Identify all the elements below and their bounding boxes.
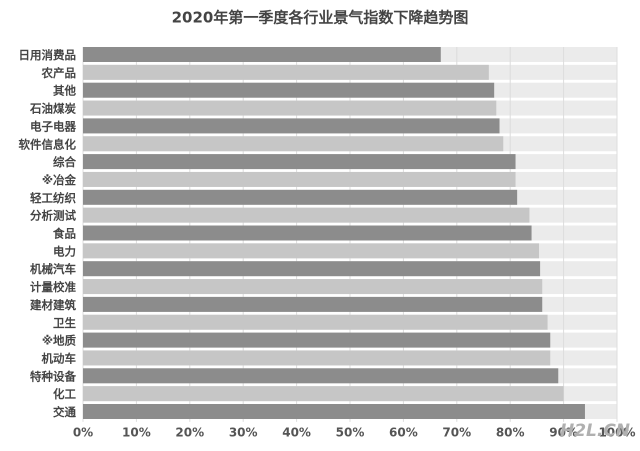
chart-title: 2020年第一季度各行业景气指数下降趋势图 [172, 9, 469, 27]
x-tick-label: 100% [598, 426, 635, 440]
y-tick-label: 分析测试 [30, 209, 76, 223]
bar [83, 368, 559, 384]
x-tick-label: 20% [175, 426, 204, 440]
bar [83, 279, 543, 295]
x-tick-label: 70% [442, 426, 471, 440]
bar [83, 332, 551, 348]
bar [83, 350, 551, 366]
bar [83, 225, 532, 241]
x-tick-label: 80% [496, 426, 525, 440]
bar [83, 82, 495, 98]
x-tick-label: 40% [282, 426, 311, 440]
y-tick-label: 轻工纺织 [30, 191, 76, 205]
bar [83, 136, 504, 152]
bar [83, 386, 564, 402]
x-tick-label: 60% [389, 426, 418, 440]
y-tick-label: ※地质 [42, 334, 77, 348]
y-tick-label: 电子电器 [30, 119, 76, 133]
x-tick-label: 30% [229, 426, 258, 440]
bar [83, 118, 500, 134]
bar [83, 189, 518, 205]
y-tick-label: ※冶金 [42, 173, 77, 187]
x-tick-label: 10% [122, 426, 151, 440]
y-tick-label: 农产品 [41, 66, 77, 80]
x-tick-label: 90% [549, 426, 578, 440]
bar [83, 404, 585, 419]
y-tick-label: 日用消费品 [19, 48, 77, 62]
x-tick-label: 50% [336, 426, 365, 440]
bar [83, 207, 530, 223]
y-tick-label: 石油煤炭 [29, 102, 76, 116]
bar [83, 314, 548, 330]
bar [83, 261, 541, 277]
y-tick-label: 建材建筑 [30, 298, 76, 312]
y-tick-label: 其他 [53, 84, 76, 98]
y-tick-label: 卫生 [53, 316, 76, 330]
bar [83, 47, 441, 62]
y-tick-label: 计量校准 [30, 280, 76, 294]
bar [83, 243, 540, 259]
bar [83, 64, 489, 80]
watermark: H2L.CN [560, 421, 630, 441]
y-tick-label: 食品 [53, 227, 76, 241]
y-tick-label: 机械汽车 [30, 262, 76, 276]
bar [83, 100, 497, 116]
y-tick-label: 交通 [53, 405, 76, 419]
y-tick-label: 综合 [53, 155, 76, 169]
y-tick-label: 化工 [53, 387, 76, 401]
bar [83, 296, 543, 312]
y-tick-label: 软件信息化 [19, 137, 77, 151]
y-tick-label: 特种设备 [30, 369, 76, 383]
x-tick-label: 0% [73, 426, 93, 440]
bar [83, 171, 516, 187]
bar [83, 154, 516, 170]
y-tick-label: 机动车 [42, 351, 77, 365]
y-tick-label: 电力 [53, 244, 76, 258]
